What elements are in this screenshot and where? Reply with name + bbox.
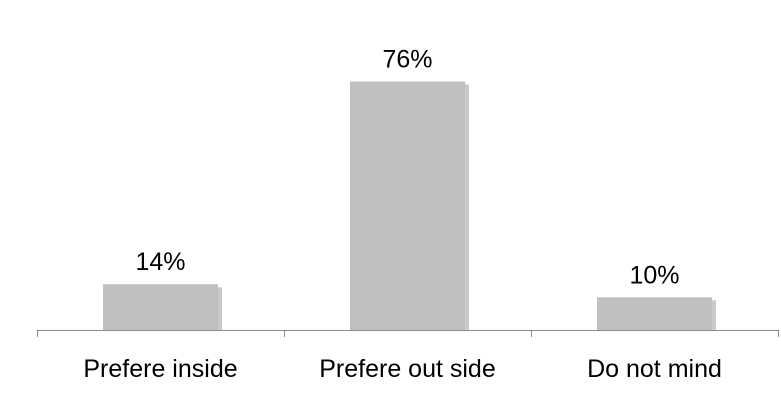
bars-layer bbox=[103, 81, 716, 330]
x-axis bbox=[37, 330, 779, 337]
bar-prefere-out-side bbox=[350, 81, 465, 330]
data-labels-layer: 14% 76% 10% bbox=[135, 45, 679, 289]
tick-labels-layer: Prefere inside Prefere out side Do not min… bbox=[83, 355, 722, 383]
bar-prefere-inside bbox=[103, 284, 218, 330]
x-tick-label: Prefere out side bbox=[319, 355, 496, 383]
x-tick-label: Prefere inside bbox=[83, 355, 237, 383]
data-label: 76% bbox=[382, 45, 432, 73]
data-label: 10% bbox=[629, 261, 679, 289]
x-tick-label: Do not mind bbox=[587, 355, 722, 383]
bar-do-not-mind bbox=[597, 297, 712, 330]
data-label: 14% bbox=[135, 248, 185, 276]
